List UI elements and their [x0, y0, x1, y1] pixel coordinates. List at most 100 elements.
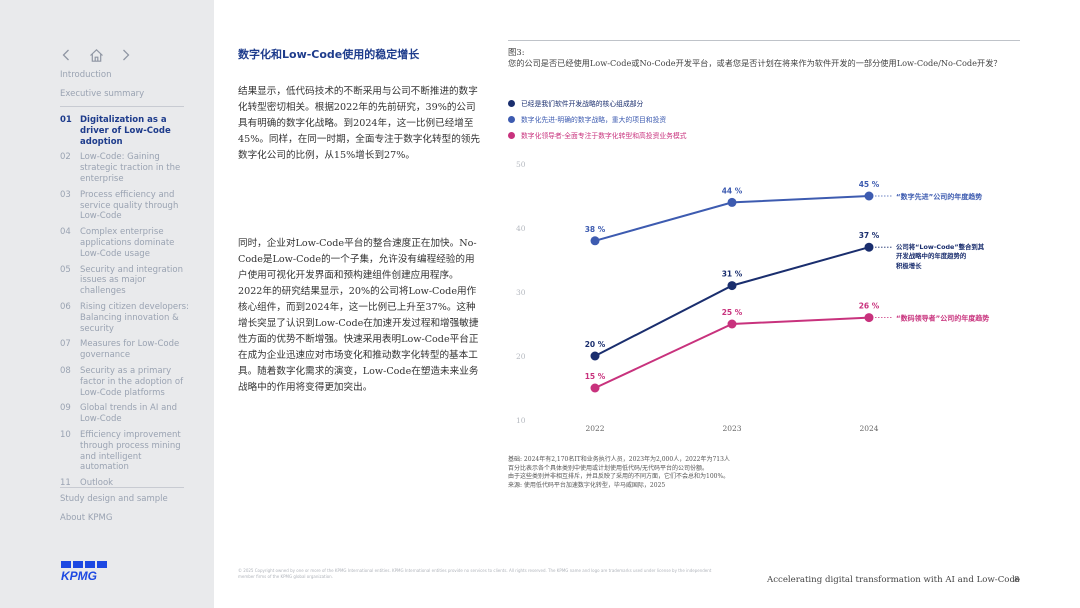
section-title: 数字化和Low-Code使用的稳定增长	[238, 48, 420, 61]
data-label: 25 %	[722, 308, 743, 317]
footnote-line: 来源: 使用低代码平台加速数字化转型，毕马威国际，2025	[508, 481, 666, 489]
menu-item-label: Complex enterprise applications dominate…	[80, 227, 175, 259]
menu-item-number: 07	[60, 339, 71, 350]
menu-item-08[interactable]: 08 Security as a primary factor in the ad…	[60, 366, 190, 398]
series-annotation: “数码领导者”公司的年度趋势	[896, 314, 989, 323]
series-annotation: “数字先进”公司的年度趋势	[896, 192, 982, 201]
figure-rule	[508, 40, 1020, 41]
legend-swatch	[508, 115, 515, 123]
footnote-line: 由于这些类别并非相互排斥，并且反映了采用的不同方面，它们不会总和为100%。	[508, 473, 730, 481]
x-tick-label: 2023	[722, 424, 741, 433]
data-label: 38 %	[585, 225, 606, 234]
legend-label: 数字化领导者-全面专注于数字化转型和高投资业务模式	[521, 132, 687, 140]
footnote-line: 百分比表示各个具体类别中使用或计划使用低代码/无代码平台的公司份额。	[508, 464, 709, 472]
data-label: 20 %	[585, 340, 606, 349]
footnote-line: 基础: 2024年有2,170名IT和业务执行人员，2023年为2,000人，2…	[508, 456, 730, 463]
menu-item-11[interactable]: 11 Outlook	[60, 478, 190, 489]
y-tick-label: 40	[516, 224, 526, 233]
menu-item-05[interactable]: 05 Security and integration issues as maj…	[60, 265, 190, 297]
menu-item-label: Outlook	[80, 478, 114, 489]
data-label: 44 %	[722, 186, 743, 195]
menu-item-number: 02	[60, 152, 71, 163]
menu-top-links: Introduction Executive summary	[60, 70, 184, 100]
legend-item: 数字化先进-明确的数字战略，重大的项目和投资	[508, 111, 1020, 127]
menu-item-07[interactable]: 07 Measures for Low-Code governance	[60, 339, 190, 361]
menu-link-study-design[interactable]: Study design and sample	[60, 494, 168, 504]
prev-page-button[interactable]	[58, 46, 74, 64]
data-label: 45 %	[859, 180, 880, 189]
menu-item-number: 08	[60, 365, 71, 376]
chapter-menu: 01 Digitalization as a driver of Low-Code…	[60, 115, 190, 494]
menu-item-label: Digitalization as a driver of Low-Code a…	[80, 115, 171, 147]
menu-item-label: Process efficiency and service quality t…	[80, 189, 179, 222]
divider	[60, 487, 184, 488]
menu-item-label: Rising citizen developers: Balancing inn…	[80, 301, 189, 334]
y-tick-label: 20	[516, 352, 526, 361]
menu-item-04[interactable]: 04 Complex enterprise applications domina…	[60, 227, 190, 259]
footer-title: Accelerating digital transformation with…	[767, 575, 1021, 585]
kpmg-logo-text: KPMG	[61, 569, 97, 582]
menu-item-number: 11	[60, 478, 71, 489]
legend-label: 已经是我们软件开发战略的核心组成部分	[521, 100, 644, 108]
sidebar: Introduction Executive summary 01 Digital…	[0, 0, 214, 608]
data-point	[727, 281, 737, 291]
chevron-left-icon	[62, 49, 69, 61]
paragraph-1: 结果显示，低代码技术的不断采用与公司不断推进的数字化转型密切相关。根据2022年…	[238, 86, 480, 161]
home-icon	[89, 48, 103, 62]
menu-bottom-links: Study design and sample About KPMG	[60, 494, 184, 524]
y-tick-label: 10	[516, 416, 526, 425]
data-point	[864, 191, 874, 201]
data-point	[727, 319, 737, 329]
chevron-right-icon	[123, 49, 130, 61]
figure-question: 您的公司是否已经使用Low-Code或No-Code开发平台，或者您是否计划在将…	[508, 58, 1002, 68]
menu-item-label: Efficiency improvement through process m…	[80, 429, 181, 473]
chart-legend: 已经是我们软件开发战略的核心组成部分 数字化先进-明确的数字战略，重大的项目和投…	[508, 95, 1020, 143]
data-point	[590, 383, 600, 393]
legend-label: 数字化先进-明确的数字战略，重大的项目和投资	[521, 116, 667, 124]
data-label: 15 %	[585, 372, 606, 381]
menu-item-09[interactable]: 09 Global trends in AI and Low-Code	[60, 403, 190, 425]
data-point	[727, 197, 737, 207]
menu-item-03[interactable]: 03 Process efficiency and service quality…	[60, 190, 190, 222]
y-tick-label: 50	[516, 160, 526, 169]
menu-item-number: 09	[60, 403, 71, 414]
kpmg-logo: KPMG	[61, 561, 107, 582]
y-tick-label: 30	[516, 288, 526, 297]
legend-swatch	[508, 99, 515, 107]
divider	[60, 106, 184, 107]
menu-item-01[interactable]: 01 Digitalization as a driver of Low-Code…	[60, 115, 190, 147]
line-chart: 10 20 30 40 50 2022 2023 2024 20 % 31 % 37 % 公司将“Lo…	[516, 160, 989, 433]
figure-footnote: 基础: 2024年有2,170名IT和业务执行人员，2023年为2,000人，2…	[508, 456, 798, 490]
home-button[interactable]	[88, 46, 104, 64]
series-annotation: 积极增长	[896, 261, 922, 270]
series-annotation: 开发战略中的年度趋势的	[896, 251, 967, 260]
paragraph-2: 同时，企业对Low-Code平台的整合速度正在加快。No-Code是Low-Co…	[238, 238, 479, 393]
next-page-button[interactable]	[118, 46, 134, 64]
nav-controls	[58, 46, 134, 64]
copyright-notice: © 2025 Copyright owned by one or more of…	[238, 568, 712, 579]
menu-item-label: Low-Code: Gaining strategic traction in …	[80, 152, 181, 184]
menu-item-02[interactable]: 02 Low-Code: Gaining strategic traction i…	[60, 152, 190, 184]
legend-item: 已经是我们软件开发战略的核心组成部分	[508, 95, 1020, 111]
menu-item-06[interactable]: 06 Rising citizen developers: Balancing i…	[60, 302, 190, 334]
menu-item-number: 06	[60, 301, 71, 312]
menu-item-label: Measures for Low-Code governance	[80, 339, 180, 361]
data-label: 26 %	[859, 302, 880, 311]
menu-item-label: Global trends in AI and Low-Code	[80, 403, 178, 425]
menu-item-10[interactable]: 10 Efficiency improvement through process…	[60, 430, 190, 473]
menu-link-executive-summary[interactable]: Executive summary	[60, 89, 145, 99]
data-point	[590, 351, 600, 361]
menu-item-label: Security and integration issues as major…	[80, 264, 183, 297]
series-annotation: 公司将“Low-Code”整合到其	[896, 242, 985, 251]
series-line	[594, 246, 870, 357]
menu-link-introduction[interactable]: Introduction	[60, 70, 112, 80]
menu-item-number: 04	[60, 227, 71, 238]
menu-item-number: 01	[60, 115, 72, 125]
data-label: 37 %	[859, 231, 880, 240]
menu-link-about-kpmg[interactable]: About KPMG	[60, 513, 113, 523]
menu-item-number: 03	[60, 189, 71, 200]
data-point	[864, 242, 874, 252]
data-point	[590, 236, 600, 246]
x-tick-label: 2024	[859, 424, 878, 433]
menu-item-number: 05	[60, 264, 71, 275]
